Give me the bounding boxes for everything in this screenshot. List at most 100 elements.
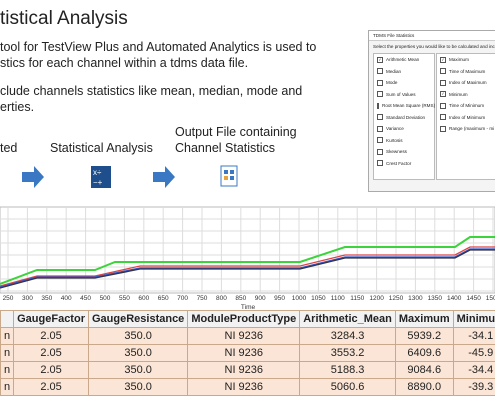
- option-list: ✓ Maximum Time of Maximum Index of Maximum ✓…: [436, 53, 495, 180]
- flow-label: ted: [0, 141, 18, 155]
- table-cell: n: [0, 344, 15, 362]
- plot-area: [0, 206, 495, 294]
- checkbox: [377, 148, 383, 155]
- option-label: Root Mean Square (RMS): [382, 103, 436, 109]
- checkbox-option: Range (maximum - mi: [437, 123, 495, 135]
- table-cell: -45.9: [452, 344, 495, 362]
- table-cell: 350.0: [87, 361, 189, 379]
- x-tick-label: 400: [61, 295, 72, 302]
- table-cell: 350.0: [87, 327, 189, 345]
- table-cell: n: [0, 327, 15, 345]
- table-cell: 8890.0: [394, 378, 454, 396]
- x-tick-label: 1050: [311, 295, 326, 302]
- option-label: Index of Maximum: [449, 80, 487, 86]
- table-cell: 5060.6: [299, 378, 396, 396]
- table: GaugeFactor GaugeResistance ModuleProductT…: [0, 310, 495, 396]
- checkbox-option: Sum of Values: [374, 89, 434, 101]
- flow-label: Statistical Analysis: [50, 141, 153, 155]
- dialog-title: TDMS File Statistics: [369, 31, 495, 41]
- option-label: Range (maximum - mi: [449, 126, 495, 132]
- x-tick-label: 1300: [408, 295, 423, 302]
- table-cell: NI 9236: [187, 361, 301, 379]
- table-cell: 3553.2: [299, 344, 396, 362]
- checkbox-option: Standard Deviation: [374, 112, 434, 124]
- chart: Time 250 300 350 400 450 500 550 600 650 700 750 80…: [0, 206, 495, 311]
- x-tick-label: 850: [235, 295, 246, 302]
- checkbox-option: Time of Maximum: [437, 66, 495, 78]
- table-cell: 5939.2: [394, 327, 454, 345]
- option-label: Time of Minimum: [449, 103, 485, 109]
- line: [0, 246, 495, 287]
- table-cell: NI 9236: [187, 344, 301, 362]
- table-cell: -39.3: [452, 378, 495, 396]
- x-tick-label: 450: [80, 295, 91, 302]
- checkbox: [377, 91, 383, 98]
- line: [0, 249, 495, 289]
- checkbox-option: Index of Minimum: [437, 112, 495, 124]
- flow-label: Output File containing: [175, 125, 297, 139]
- table-cell: 2.05: [13, 327, 89, 345]
- x-tick-label: 950: [274, 295, 285, 302]
- x-tick-label: 1000: [292, 295, 307, 302]
- checkbox: ✓: [440, 56, 446, 63]
- file-icon: [220, 165, 238, 187]
- header-cell: [0, 310, 15, 328]
- x-tick-label: 350: [41, 295, 52, 302]
- option-list: ✓ Arithmetic Mean Median Mode Sum of Values R…: [373, 53, 435, 180]
- option-label: Variance: [386, 126, 404, 132]
- option-label: Standard Deviation: [386, 114, 426, 120]
- header-cell: GaugeFactor: [13, 310, 89, 328]
- flow-icons: x÷−+: [22, 165, 238, 188]
- x-tick-label: 1450: [466, 295, 481, 302]
- option-label: Crest Factor: [386, 160, 412, 166]
- x-tick-label: 300: [22, 295, 33, 302]
- checkbox-option: Time of Minimum: [437, 100, 495, 112]
- checkbox: [377, 114, 383, 121]
- table-cell: 6409.6: [394, 344, 454, 362]
- table-row: n 2.05 350.0 NI 9236 3553.2 6409.6 -45.9: [0, 344, 495, 362]
- x-tick-label: 650: [158, 295, 169, 302]
- x-tick-label: 1250: [389, 295, 404, 302]
- table-cell: 350.0: [87, 378, 189, 396]
- checkbox: [440, 125, 446, 132]
- checkbox-option: Variance: [374, 123, 434, 135]
- option-label: Minimum: [449, 91, 468, 97]
- checkbox-option: Root Mean Square (RMS): [374, 100, 436, 112]
- checkbox: [377, 160, 383, 167]
- checkbox: [440, 114, 446, 121]
- header-row: GaugeFactor GaugeResistance ModuleProductT…: [0, 310, 495, 328]
- table-cell: 350.0: [87, 344, 189, 362]
- checkbox: ✓: [440, 91, 446, 98]
- table-cell: 2.05: [13, 378, 89, 396]
- x-tick-label: 1200: [369, 295, 384, 302]
- table-cell: 2.05: [13, 361, 89, 379]
- x-tick-label: 550: [119, 295, 130, 302]
- checkbox: [440, 79, 446, 86]
- option-label: Skewness: [386, 149, 407, 155]
- checkbox-option: Mode: [374, 77, 434, 89]
- x-tick-label: 1350: [428, 295, 443, 302]
- dialog-prompt: Select the properties you would like to …: [373, 44, 495, 49]
- checkbox: [377, 79, 383, 86]
- header-cell: ModuleProductType: [187, 310, 301, 328]
- calc-icon: x÷−+: [91, 166, 111, 188]
- header-cell: GaugeResistance: [87, 310, 189, 328]
- header-cell: Minimum: [452, 310, 495, 328]
- table-cell: n: [0, 378, 15, 396]
- table-cell: NI 9236: [187, 378, 301, 396]
- x-tick-label: 700: [177, 295, 188, 302]
- checkbox-option: ✓ Arithmetic Mean: [374, 54, 434, 66]
- checkbox-option: Skewness: [374, 146, 434, 158]
- option-label: Time of Maximum: [449, 68, 486, 74]
- table-cell: NI 9236: [187, 327, 301, 345]
- checkbox-option: ✓ Maximum: [437, 54, 495, 66]
- x-tick-label: 250: [3, 295, 14, 302]
- checkbox: [377, 68, 383, 75]
- checkbox-option: Median: [374, 66, 434, 78]
- svg-text:−+: −+: [93, 178, 103, 187]
- option-label: Sum of Values: [386, 91, 416, 97]
- title: tistical Analysis: [0, 8, 128, 29]
- checkbox-option: Crest Factor: [374, 158, 434, 170]
- x-axis-label: Time: [241, 304, 256, 311]
